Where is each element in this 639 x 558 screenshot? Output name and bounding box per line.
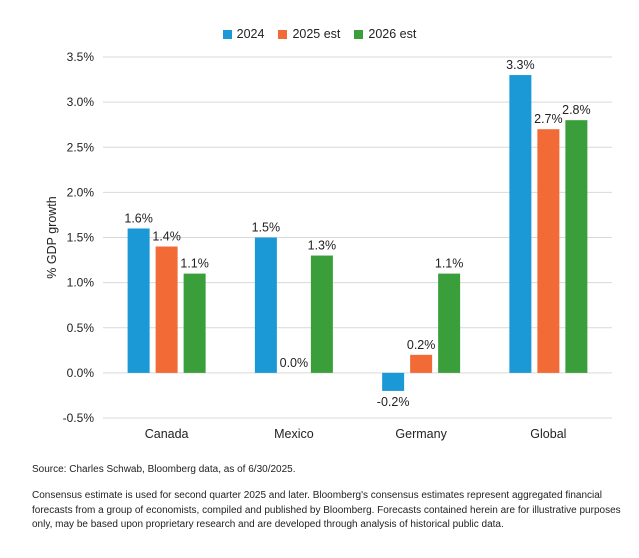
source-note: Source: Charles Schwab, Bloomberg data, … xyxy=(32,464,296,475)
bar-germany-2 xyxy=(438,273,461,373)
legend-swatch xyxy=(222,29,232,39)
data-label: 1.3% xyxy=(308,239,337,253)
bar-mexico-2 xyxy=(310,255,333,373)
x-category-label: Canada xyxy=(145,427,189,441)
bar-mexico-0 xyxy=(254,237,277,373)
y-tick-label: 2.0% xyxy=(67,185,95,199)
chart-legend: 2024 2025 est 2026 est xyxy=(0,27,639,41)
legend-item: 2025 est xyxy=(278,27,340,41)
y-tick-label: 3.0% xyxy=(67,95,95,109)
legend-swatch xyxy=(278,29,288,39)
data-label: 0.2% xyxy=(407,338,436,352)
y-tick-label: 1.0% xyxy=(67,276,95,290)
bar-global-0 xyxy=(509,75,532,373)
data-label: 1.5% xyxy=(252,221,281,235)
y-tick-label: 0.5% xyxy=(67,321,95,335)
bar-canada-1 xyxy=(155,246,178,373)
legend-label: 2025 est xyxy=(292,27,341,41)
legend-swatch xyxy=(354,29,364,39)
y-tick-label: 2.5% xyxy=(67,140,95,154)
y-tick-label: 3.5% xyxy=(67,50,95,64)
data-label: 2.8% xyxy=(562,103,591,117)
legend-label: 2026 est xyxy=(368,27,417,41)
y-axis-label: % GDP growth xyxy=(45,196,59,278)
bar-germany-1 xyxy=(410,354,433,373)
bar-chart: -0.5% 0.0% 0.5% 1.0% 1.5% 2.0% 2.5% 3.0% 3.5% % G… xyxy=(45,50,612,441)
data-label: 1.6% xyxy=(124,211,153,225)
data-label: 0.0% xyxy=(280,356,309,370)
x-category-label: Mexico xyxy=(274,427,314,441)
y-tick-label: -0.5% xyxy=(63,411,95,425)
data-label: 1.1% xyxy=(435,257,464,271)
bar-global-2 xyxy=(565,120,588,373)
y-tick-label: 1.5% xyxy=(67,231,95,245)
data-label: 3.3% xyxy=(506,58,535,72)
data-label: 1.4% xyxy=(152,230,181,244)
x-category-label: Global xyxy=(530,427,566,441)
data-label: 2.7% xyxy=(534,112,563,126)
bar-global-1 xyxy=(537,129,560,373)
data-label: 1.1% xyxy=(180,257,209,271)
legend-item: 2024 xyxy=(222,27,265,41)
bar-germany-0 xyxy=(382,372,405,391)
y-tick-label: 0.0% xyxy=(67,366,95,380)
data-label: -0.2% xyxy=(377,395,410,409)
legend-label: 2024 xyxy=(236,27,265,41)
footnote: Consensus estimate is used for second qu… xyxy=(32,490,621,530)
bar-canada-2 xyxy=(183,273,206,373)
legend-item: 2026 est xyxy=(354,27,416,41)
x-category-label: Germany xyxy=(395,427,447,441)
bar-canada-0 xyxy=(127,228,150,373)
